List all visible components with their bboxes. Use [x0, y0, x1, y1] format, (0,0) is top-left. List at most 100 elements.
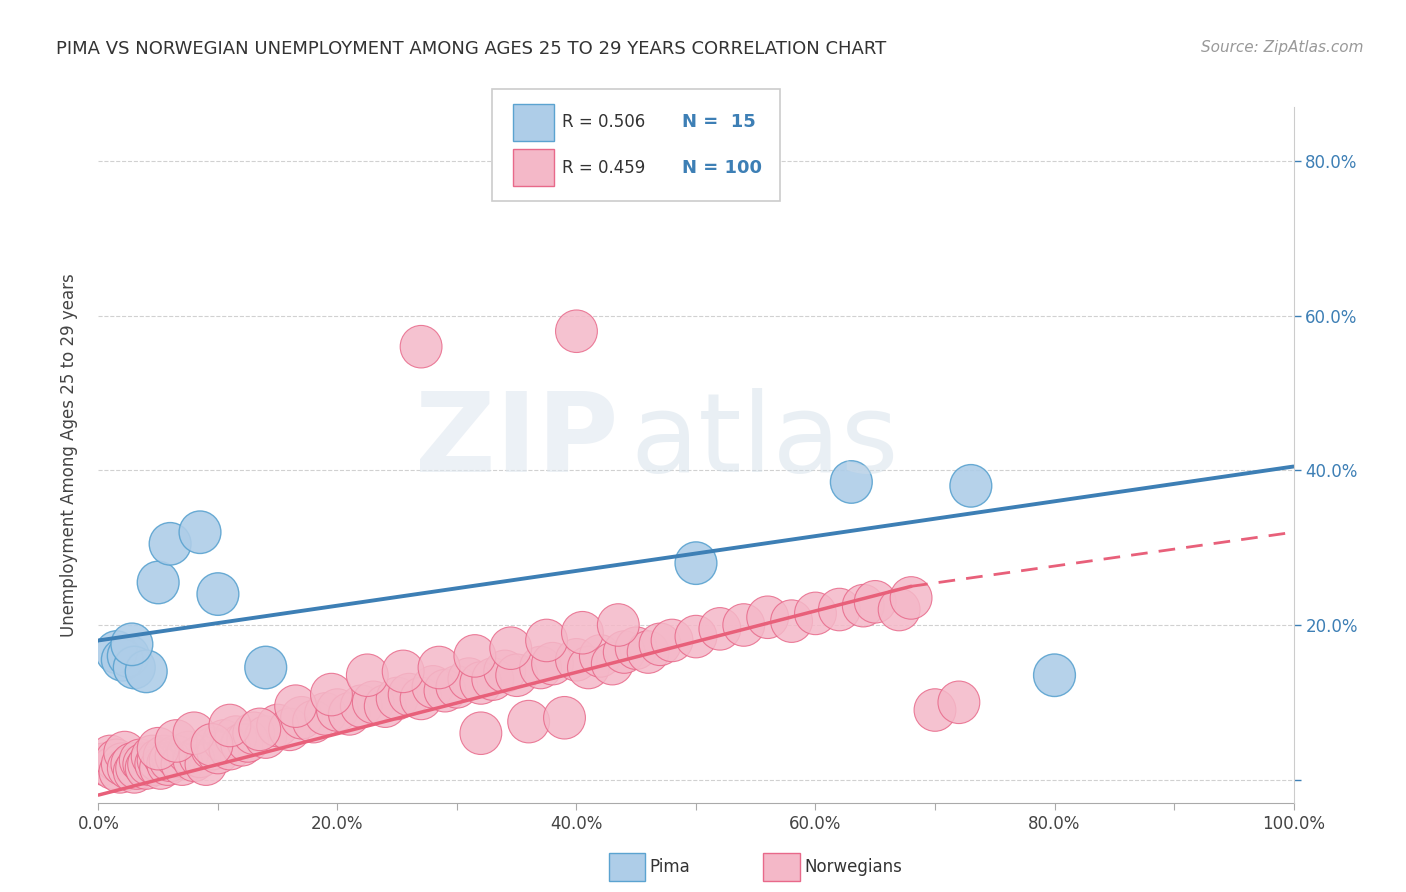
Ellipse shape: [96, 739, 138, 781]
Ellipse shape: [329, 692, 370, 735]
Ellipse shape: [245, 715, 287, 758]
Ellipse shape: [484, 650, 526, 692]
Ellipse shape: [401, 677, 441, 720]
Ellipse shape: [111, 743, 153, 786]
Ellipse shape: [215, 715, 257, 758]
Ellipse shape: [555, 639, 598, 681]
Ellipse shape: [257, 705, 298, 747]
Ellipse shape: [651, 619, 693, 662]
Text: Pima: Pima: [650, 858, 690, 876]
Ellipse shape: [167, 731, 209, 773]
Ellipse shape: [938, 681, 980, 723]
Ellipse shape: [226, 720, 269, 762]
Ellipse shape: [281, 697, 322, 739]
Ellipse shape: [197, 731, 239, 773]
Ellipse shape: [146, 743, 188, 786]
Ellipse shape: [794, 592, 837, 635]
Ellipse shape: [107, 747, 149, 789]
Ellipse shape: [202, 720, 245, 762]
Ellipse shape: [191, 723, 233, 766]
Ellipse shape: [114, 751, 155, 793]
Ellipse shape: [269, 708, 311, 751]
Ellipse shape: [104, 731, 146, 773]
Text: R = 0.459: R = 0.459: [562, 159, 645, 177]
Ellipse shape: [101, 743, 143, 786]
Ellipse shape: [627, 631, 669, 673]
Ellipse shape: [472, 658, 513, 700]
Ellipse shape: [155, 735, 197, 778]
Ellipse shape: [191, 728, 233, 770]
Ellipse shape: [186, 743, 226, 786]
Ellipse shape: [555, 310, 598, 352]
Ellipse shape: [520, 646, 561, 689]
Ellipse shape: [179, 735, 221, 778]
Ellipse shape: [496, 654, 537, 697]
Ellipse shape: [209, 728, 250, 770]
Ellipse shape: [143, 735, 186, 778]
Ellipse shape: [418, 646, 460, 689]
Ellipse shape: [449, 658, 489, 700]
Text: ZIP: ZIP: [415, 387, 619, 494]
Ellipse shape: [90, 735, 131, 778]
Ellipse shape: [135, 743, 177, 786]
Ellipse shape: [377, 677, 418, 720]
Ellipse shape: [454, 635, 496, 677]
Ellipse shape: [544, 697, 585, 739]
Ellipse shape: [221, 723, 263, 766]
Ellipse shape: [675, 615, 717, 658]
Ellipse shape: [592, 642, 633, 685]
Ellipse shape: [197, 573, 239, 615]
Ellipse shape: [675, 541, 717, 584]
Ellipse shape: [388, 673, 430, 715]
Ellipse shape: [1033, 654, 1076, 697]
Ellipse shape: [364, 685, 406, 728]
Ellipse shape: [233, 712, 274, 755]
Ellipse shape: [138, 561, 179, 604]
Text: Norwegians: Norwegians: [804, 858, 903, 876]
Ellipse shape: [114, 646, 155, 689]
Y-axis label: Unemployment Among Ages 25 to 29 years: Unemployment Among Ages 25 to 29 years: [59, 273, 77, 637]
Ellipse shape: [353, 681, 394, 723]
Ellipse shape: [292, 700, 335, 743]
Ellipse shape: [770, 599, 813, 642]
Ellipse shape: [489, 627, 531, 669]
Ellipse shape: [598, 604, 640, 646]
Ellipse shape: [91, 747, 134, 789]
Text: atlas: atlas: [630, 387, 898, 494]
Text: N =  15: N = 15: [682, 113, 755, 131]
Ellipse shape: [245, 646, 287, 689]
Ellipse shape: [149, 523, 191, 566]
Ellipse shape: [340, 685, 382, 728]
Ellipse shape: [914, 689, 956, 731]
Ellipse shape: [831, 460, 872, 503]
Ellipse shape: [311, 673, 353, 715]
Ellipse shape: [950, 465, 991, 507]
Ellipse shape: [561, 611, 603, 654]
Ellipse shape: [603, 631, 645, 673]
Ellipse shape: [723, 604, 765, 646]
Ellipse shape: [173, 739, 215, 781]
Ellipse shape: [616, 627, 657, 669]
Ellipse shape: [83, 743, 125, 786]
Ellipse shape: [239, 708, 281, 751]
Ellipse shape: [128, 743, 170, 786]
Ellipse shape: [139, 747, 181, 789]
Ellipse shape: [125, 747, 167, 789]
Ellipse shape: [120, 739, 162, 781]
Ellipse shape: [508, 700, 550, 743]
Ellipse shape: [209, 705, 250, 747]
Ellipse shape: [460, 662, 502, 705]
Ellipse shape: [568, 646, 609, 689]
Ellipse shape: [460, 712, 502, 755]
Ellipse shape: [162, 743, 202, 786]
Ellipse shape: [531, 642, 574, 685]
Ellipse shape: [526, 619, 568, 662]
Ellipse shape: [155, 720, 197, 762]
Ellipse shape: [111, 623, 153, 665]
Ellipse shape: [107, 635, 149, 677]
Ellipse shape: [96, 631, 138, 673]
Ellipse shape: [149, 739, 191, 781]
Ellipse shape: [879, 589, 920, 631]
Text: N = 100: N = 100: [682, 159, 762, 177]
Ellipse shape: [125, 650, 167, 692]
